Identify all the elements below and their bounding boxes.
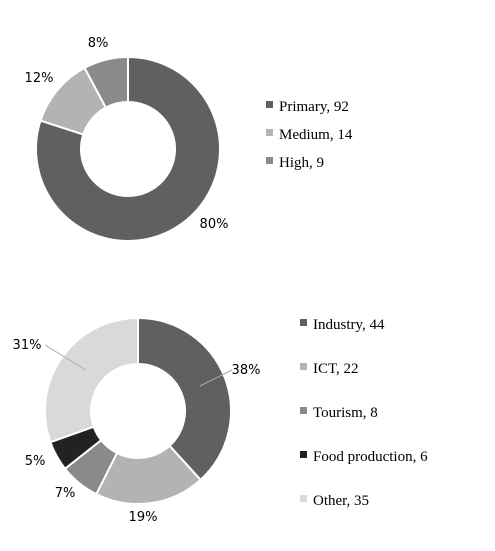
- data-label-high: 8%: [88, 36, 109, 51]
- legend-entry-high: High, 9: [279, 155, 324, 171]
- data-label-medium: 12%: [25, 71, 54, 86]
- legend-entry-tourism: Tourism, 8: [313, 405, 378, 421]
- donut-chart-sectors: 38% 19% 7% 5% 31% Industry, 44 ICT, 22 Tourism,…: [13, 316, 428, 525]
- leader-line-industry: [199, 369, 233, 387]
- legend-swatch-other: [300, 495, 307, 502]
- slice-other: [44, 316, 139, 444]
- legend-swatch-high: [266, 157, 273, 164]
- legend-entry-other: Other, 35: [313, 493, 369, 509]
- data-label-food-production: 5%: [25, 454, 46, 469]
- data-label-primary: 80%: [200, 217, 229, 232]
- data-label-industry: 38%: [232, 363, 261, 378]
- legend-swatch-medium: [266, 129, 273, 136]
- data-label-other: 31%: [13, 338, 42, 353]
- legend-entry-medium: Medium, 14: [279, 127, 353, 143]
- legend-entry-ict: ICT, 22: [313, 361, 359, 377]
- legend-entry-primary: Primary, 92: [279, 99, 349, 115]
- legend-entry-food-production: Food production, 6: [313, 449, 428, 465]
- legend-entry-industry: Industry, 44: [313, 317, 385, 333]
- donut-chart-education: 80% 12% 8% Primary, 92 Medium, 14 High, 9: [25, 36, 353, 242]
- data-label-ict: 19%: [129, 510, 158, 525]
- slice-primary: [35, 55, 221, 242]
- slice-industry: [137, 316, 232, 482]
- legend-swatch-tourism: [300, 407, 307, 414]
- legend-swatch-industry: [300, 319, 307, 326]
- slice-high: [83, 55, 129, 109]
- legend-swatch-food-production: [300, 451, 307, 458]
- legend-swatch-primary: [266, 101, 273, 108]
- legend-swatch-ict: [300, 363, 307, 370]
- leader-line-other: [44, 344, 87, 371]
- data-label-tourism: 7%: [55, 486, 76, 501]
